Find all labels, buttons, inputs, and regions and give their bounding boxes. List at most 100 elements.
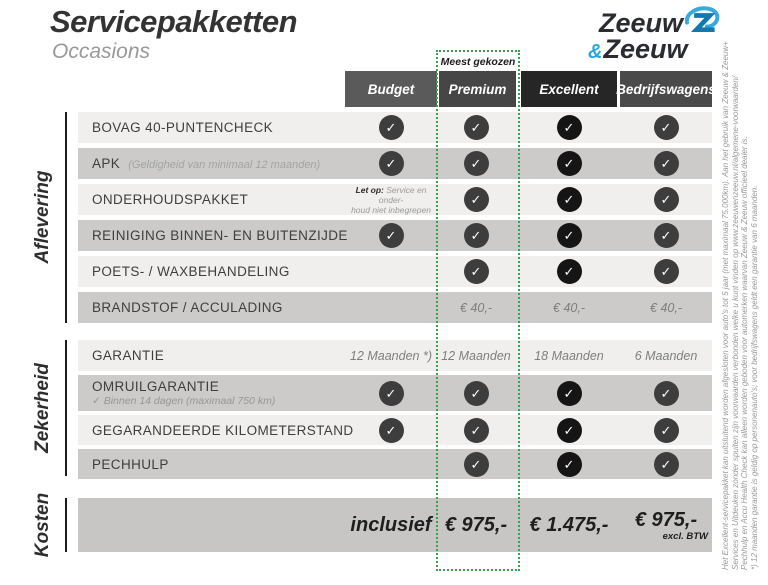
column-header-excellent: Excellent xyxy=(521,71,617,107)
check-icon: ✓ xyxy=(556,380,582,406)
check-icon: ✓ xyxy=(378,380,404,406)
row-label: ONDERHOUDSPAKKET xyxy=(92,192,249,207)
section-divider-zekerheid xyxy=(65,340,67,476)
cell-excellent: 18 Maanden xyxy=(534,348,604,363)
check-icon: ✓ xyxy=(378,223,404,248)
check-icon: ✓ xyxy=(653,187,679,212)
table-row-brandstof: BRANDSTOF / ACCULADING € 40,- € 40,- € 4… xyxy=(78,292,712,323)
cell-bedrijfswagens: ✓ xyxy=(620,148,712,179)
table-row-garantie: GARANTIE 12 Maanden *) 12 Maanden 18 Maa… xyxy=(78,340,712,371)
page-title: Servicepakketten xyxy=(50,4,298,39)
row-label: BOVAG 40-PUNTENCHECK xyxy=(92,120,274,135)
cell-excellent: ✓ xyxy=(521,415,617,445)
cell-bedrijfswagens: ✓ xyxy=(620,220,712,251)
logo-word-1: Zeeuw xyxy=(599,8,684,38)
row-label: GEGARANDEERDE KILOMETERSTAND xyxy=(92,422,354,438)
check-icon: ✓ xyxy=(463,187,489,212)
cell-budget-price: inclusief xyxy=(345,498,437,552)
row-label-wrap: REINIGING BINNEN- EN BUITENZIJDE xyxy=(92,220,347,251)
cell-bedrijfswagens: ✓ xyxy=(620,112,712,143)
price-excellent: € 1.475,- xyxy=(529,513,609,536)
cell-premium: ✓ xyxy=(436,375,516,411)
check-icon: ✓ xyxy=(653,451,679,477)
row-label-wrap: OMRUILGARANTIE ✓ Binnen 14 dagen (maxima… xyxy=(92,375,342,411)
table-row-kilometerstand: GEGARANDEERDE KILOMETERSTAND ✓ ✓ ✓ ✓ xyxy=(78,415,712,445)
section-divider-kosten xyxy=(65,498,67,552)
cell-premium: ✓ xyxy=(436,415,516,445)
row-sublabel: (Geldigheid van minimaal 12 maanden) xyxy=(128,159,321,171)
note-line2: houd niet inbegrepen xyxy=(351,204,431,215)
table-row-reiniging: REINIGING BINNEN- EN BUITENZIJDE ✓ ✓ ✓ ✓ xyxy=(78,220,712,251)
cell-premium: ✓ xyxy=(436,148,516,179)
price-excl-btw: excl. BTW xyxy=(662,530,708,542)
footnote: Het Excellent-servicepakket kan uitsluit… xyxy=(721,41,759,570)
footnote-line: Pechhulp en Accu Health Check kan alleen… xyxy=(740,136,749,570)
cell-excellent: ✓ xyxy=(521,220,617,251)
cell-premium: ✓ xyxy=(436,256,516,287)
row-label-line: APK (Geldigheid van minimaal 12 maanden) xyxy=(92,156,342,171)
check-icon: ✓ xyxy=(653,380,679,406)
table-row-onderhoudspakket: ONDERHOUDSPAKKET Let op: Service en onde… xyxy=(78,184,712,215)
cell-budget: ✓ xyxy=(345,112,437,143)
check-icon: ✓ xyxy=(463,451,489,477)
table-row-apk: APK (Geldigheid van minimaal 12 maanden) … xyxy=(78,148,712,179)
row-label: APK xyxy=(92,156,121,171)
section-label-aflevering: Aflevering xyxy=(32,170,53,264)
logo-word-2: Zeeuw xyxy=(603,34,688,64)
row-label-wrap: POETS- / WAXBEHANDELING xyxy=(92,256,342,287)
cell-excellent: ✓ xyxy=(521,375,617,411)
check-icon: ✓ xyxy=(463,417,489,443)
check-icon: ✓ xyxy=(463,380,489,406)
row-label-wrap: APK (Geldigheid van minimaal 12 maanden) xyxy=(92,148,342,179)
section-label-zekerheid: Zekerheid xyxy=(32,363,53,453)
price-bedrijfswagens: € 975,- xyxy=(634,508,698,531)
cell-excellent: ✓ xyxy=(521,449,617,479)
cell-bedrijfswagens: € 40,- xyxy=(650,300,682,315)
cell-excellent-price: € 1.475,- xyxy=(521,498,617,552)
row-label: POETS- / WAXBEHANDELING xyxy=(92,264,290,279)
footnote-line: Services en Uitdeuken zonder spuiten zij… xyxy=(730,75,740,570)
column-header-budget-label: Budget xyxy=(367,81,415,97)
row-label: PECHHULP xyxy=(92,456,169,472)
check-icon: ✓ xyxy=(556,115,582,140)
row-label: GARANTIE xyxy=(92,348,165,363)
cell-budget: 12 Maanden *) xyxy=(349,348,432,363)
check-icon: ✓ xyxy=(463,259,489,284)
row-label-wrap: PECHHULP xyxy=(92,449,342,479)
check-icon: ✓ xyxy=(378,417,404,443)
note-line1: Service en onder- xyxy=(378,184,427,205)
check-icon: ✓ xyxy=(556,259,582,284)
cell-excellent: ✓ xyxy=(521,148,617,179)
cell-premium: 12 Maanden xyxy=(441,348,511,363)
logo-line2: &Zeeuw xyxy=(588,34,687,64)
table-row-bovag: BOVAG 40-PUNTENCHECK ✓ ✓ ✓ ✓ xyxy=(78,112,712,143)
row-label-wrap: BRANDSTOF / ACCULADING xyxy=(92,292,342,323)
column-header-bedrijfswagens-label: Bedrijfswagens xyxy=(616,81,716,97)
check-icon: ✓ xyxy=(556,451,582,477)
column-header-premium: Premium xyxy=(439,71,516,107)
cell-budget: ✓ xyxy=(345,148,437,179)
cell-bedrijfswagens: 6 Maanden xyxy=(634,348,698,363)
cell-bedrijfswagens: ✓ xyxy=(620,184,712,215)
logo-ampersand: & xyxy=(588,41,603,63)
column-header-bedrijfswagens: Bedrijfswagens xyxy=(616,71,716,107)
table-row-kosten: inclusief € 975,- € 1.475,- € 975,- excl.… xyxy=(78,498,712,552)
cell-excellent: € 40,- xyxy=(553,300,585,315)
cell-bedrijfswagens: ✓ xyxy=(620,256,712,287)
check-icon: ✓ xyxy=(653,259,679,284)
cell-bedrijfswagens-price: € 975,- excl. BTW xyxy=(620,498,712,552)
page-subtitle: Occasions xyxy=(52,40,151,63)
row-label-wrap: ONDERHOUDSPAKKET xyxy=(92,184,342,215)
row-label-wrap: GEGARANDEERDE KILOMETERSTAND xyxy=(92,415,354,445)
column-header-excellent-label: Excellent xyxy=(539,81,599,97)
cell-premium-price: € 975,- xyxy=(436,498,516,552)
row-sublabel: ✓ Binnen 14 dagen (maximaal 750 km) xyxy=(92,395,276,407)
check-icon: ✓ xyxy=(653,223,679,248)
cell-budget xyxy=(345,449,437,479)
price-inclusief: inclusief xyxy=(350,513,432,536)
cell-bedrijfswagens: ✓ xyxy=(620,449,712,479)
cell-premium: ✓ xyxy=(436,220,516,251)
cell-premium: ✓ xyxy=(436,112,516,143)
check-icon: ✓ xyxy=(463,115,489,140)
cell-budget: ✓ xyxy=(345,415,437,445)
